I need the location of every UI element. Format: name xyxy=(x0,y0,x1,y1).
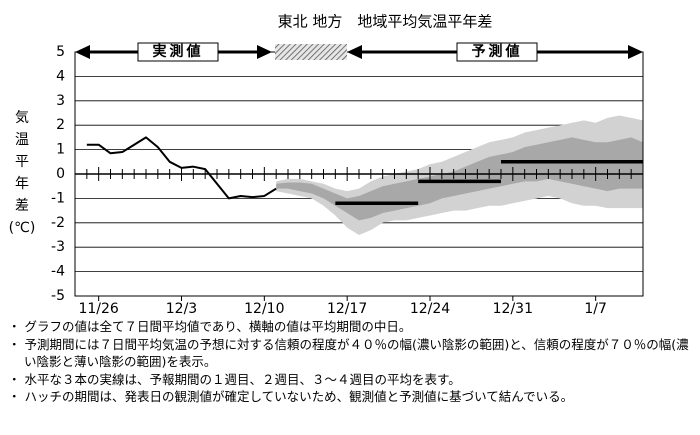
y-tick-label: -5 xyxy=(51,288,65,304)
y-tick-label: 4 xyxy=(56,68,65,84)
y-axis-label: (℃) xyxy=(9,220,36,236)
x-tick-label: 12/10 xyxy=(244,301,284,316)
forecast-label: 予測値 xyxy=(472,43,523,60)
y-axis-label: 年 xyxy=(15,176,29,192)
y-axis-label: 温 xyxy=(15,132,29,148)
plot-area: -5 -4 -3 -2 -1 0 1 2 3 4 5 11/26 12/3 12/10 12/17 12/24… xyxy=(51,44,644,316)
y-tick-label: 2 xyxy=(56,117,65,133)
y-axis-label: 差 xyxy=(15,198,29,214)
y-tick-label: 5 xyxy=(56,44,65,60)
note: ・ 予測期間には７日間平均気温の予想に対する信頼の程度が４０％の幅(濃い陰影の範… xyxy=(8,336,689,370)
confidence-band xyxy=(276,137,643,221)
note: ・ グラフの値は全て７日間平均値であり、横軸の値は平均期間の中日。 xyxy=(8,319,412,334)
notes: ・ グラフの値は全て７日間平均値であり、横軸の値は平均期間の中日。・ 予測期間に… xyxy=(8,318,692,406)
y-tick-label: -3 xyxy=(51,239,65,255)
y-tick-label: 1 xyxy=(56,142,65,158)
y-tick-label: -4 xyxy=(51,264,65,280)
hatch-period xyxy=(275,44,347,60)
data-line xyxy=(86,136,277,200)
y-tick-label: -2 xyxy=(51,215,65,231)
y-tick-label: -1 xyxy=(51,190,65,206)
observed-label: 実測値 xyxy=(153,43,204,60)
y-tick-label: 3 xyxy=(56,93,65,109)
y-axis-label: 気 xyxy=(15,110,29,126)
x-tick-label: 12/24 xyxy=(410,301,450,316)
arrowhead xyxy=(75,45,90,59)
chart: 東北 地方 地域平均気温平年差 -5 -4 -3 -2 -1 0 1 2 3 4 5 11/26 12/… xyxy=(9,13,644,316)
arrowhead xyxy=(257,45,272,59)
x-tick-label: 12/31 xyxy=(493,301,533,316)
x-tick-label: 1/7 xyxy=(584,301,607,316)
note: ・ ハッチの期間は、発表日の観測値が確定していないため、観測値と予測値に基づいて… xyxy=(8,389,574,404)
x-tick-label: 11/26 xyxy=(78,301,118,316)
y-axis-label: 平 xyxy=(15,154,29,170)
chart-title: 東北 地方 地域平均気温平年差 xyxy=(278,13,493,31)
y-tick-label: 0 xyxy=(56,166,65,182)
label-box xyxy=(456,42,538,62)
label-box xyxy=(137,42,219,62)
x-tick-label: 12/17 xyxy=(327,301,367,316)
period-arrows: 実測値 予測値 xyxy=(75,42,643,62)
arrowhead xyxy=(347,45,362,59)
arrowhead xyxy=(628,45,643,59)
note: ・ 水平な３本の実線は、予報期間の１週目、２週目、３～４週目の平均を表す。 xyxy=(8,371,461,387)
x-tick-label: 12/3 xyxy=(166,301,197,316)
